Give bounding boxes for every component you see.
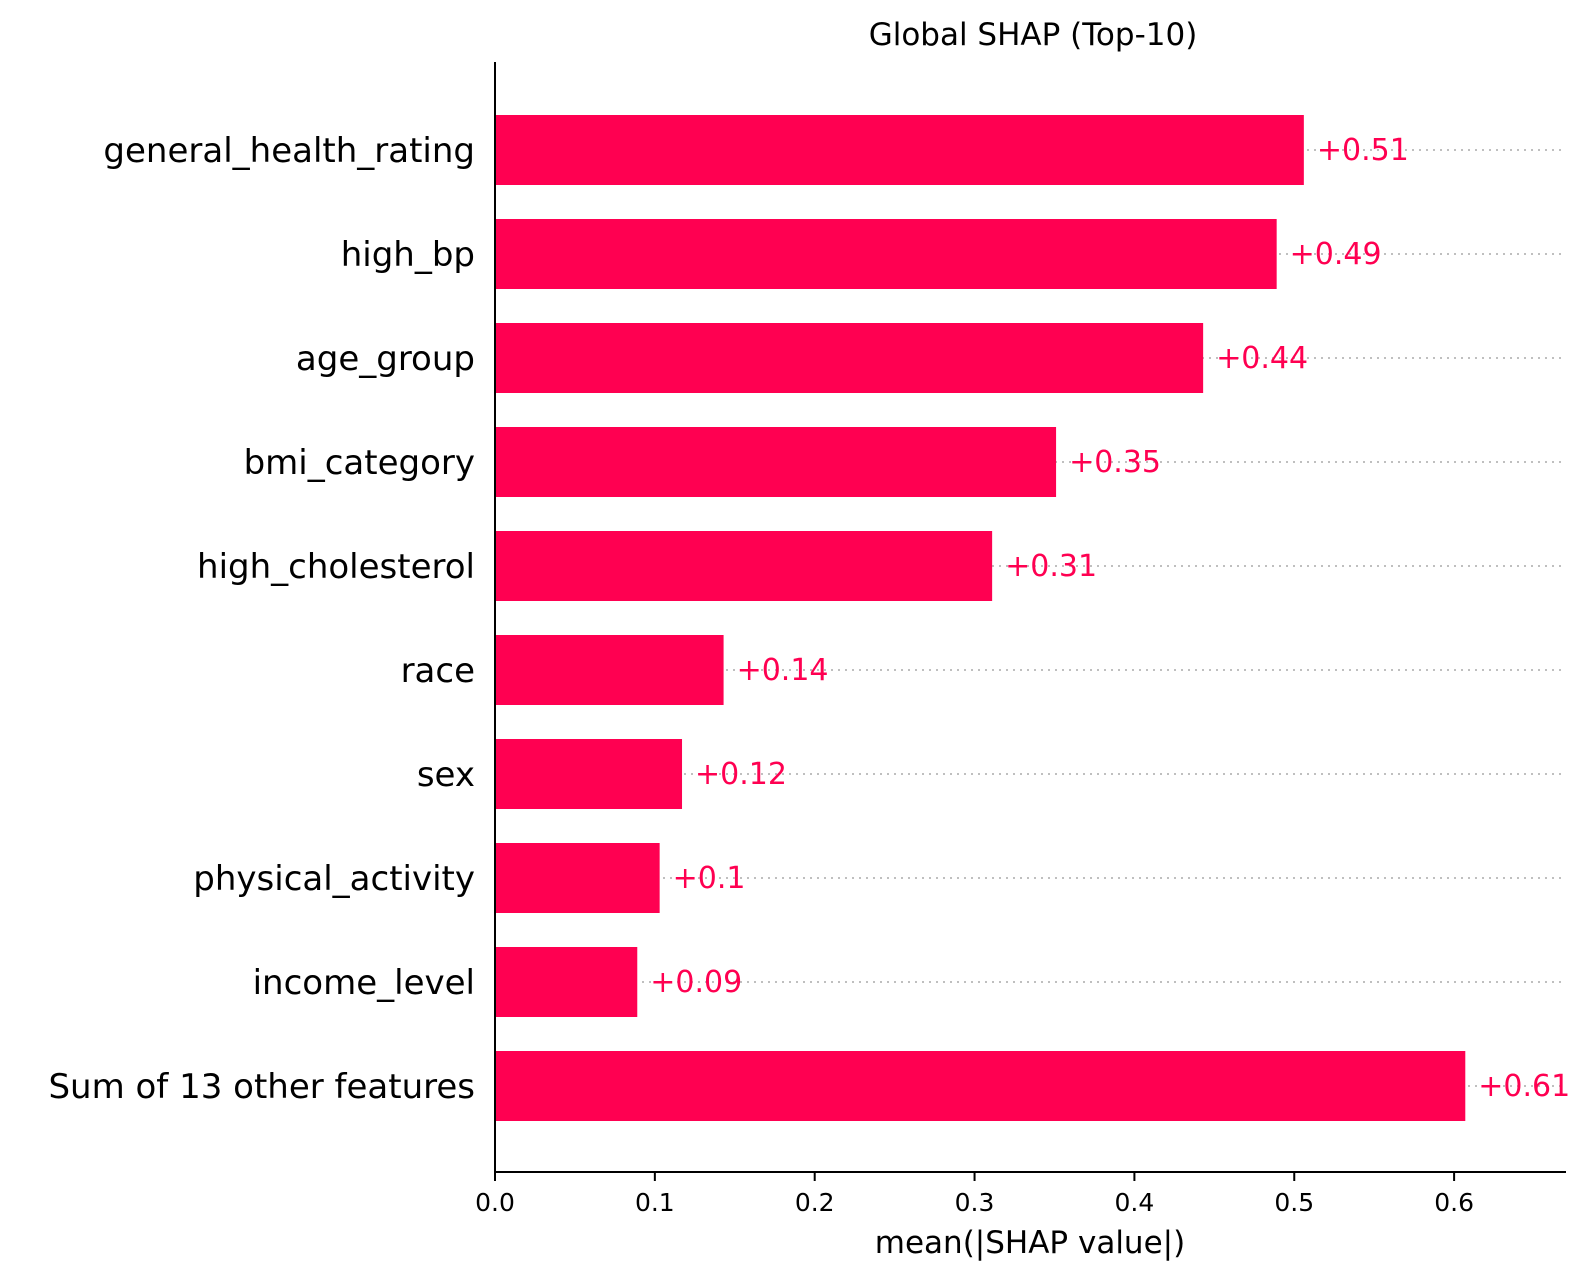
bar: [495, 1051, 1466, 1121]
bars: [495, 115, 1466, 1121]
value-labels: +0.51 +0.49 +0.44 +0.35 +0.31 +0.14 +0.12 +0.1 +…: [650, 133, 1570, 1104]
value-label: +0.1: [673, 861, 746, 896]
bar: [495, 635, 724, 705]
category-label: bmi_category: [244, 443, 475, 483]
x-tick-label: 0.0: [475, 1188, 515, 1217]
value-label: +0.09: [650, 965, 742, 1000]
category-label: Sum of 13 other features: [48, 1067, 475, 1107]
value-label: +0.44: [1216, 341, 1308, 376]
category-labels: general_health_rating high_bp age_groupbmi…: [48, 131, 475, 1107]
bar: [495, 739, 683, 809]
bar: [495, 323, 1204, 393]
value-label: +0.35: [1069, 445, 1161, 480]
x-tick-label: 0.1: [635, 1188, 675, 1217]
category-label: income_level: [253, 963, 475, 1003]
category-label: general_health_rating: [103, 131, 475, 171]
category-label: physical_activity: [193, 859, 475, 899]
x-axis-title: mean(|SHAP value|): [875, 1225, 1185, 1261]
guide-lines: [495, 149, 1562, 1087]
x-tick-label: 0.2: [795, 1188, 835, 1217]
bar: [495, 115, 1304, 185]
bar: [495, 947, 638, 1017]
x-tick-label: 0.6: [1434, 1188, 1474, 1217]
bar: [495, 219, 1277, 289]
x-tick-label: 0.4: [1115, 1188, 1155, 1217]
x-tick-label: 0.5: [1274, 1188, 1314, 1217]
x-tick-label: 0.3: [955, 1188, 995, 1217]
chart-title: Global SHAP (Top-10): [869, 17, 1198, 53]
value-label: +0.31: [1005, 549, 1097, 584]
category-label: age_group: [296, 339, 475, 379]
value-label: +0.61: [1478, 1069, 1570, 1104]
category-label: high_cholesterol: [197, 547, 475, 587]
category-label: high_bp: [341, 235, 475, 275]
value-label: +0.49: [1290, 237, 1382, 272]
value-label: +0.12: [695, 757, 787, 792]
bar: [495, 531, 993, 601]
value-label: +0.51: [1317, 133, 1409, 168]
x-ticks: 0.0 0.1 0.2 0.3 0.4 0.5 0.6: [475, 1172, 1474, 1217]
bar: [495, 427, 1057, 497]
bar: [495, 843, 660, 913]
value-label: +0.14: [737, 653, 829, 688]
category-label: sex: [417, 755, 475, 795]
category-label: race: [401, 651, 475, 691]
